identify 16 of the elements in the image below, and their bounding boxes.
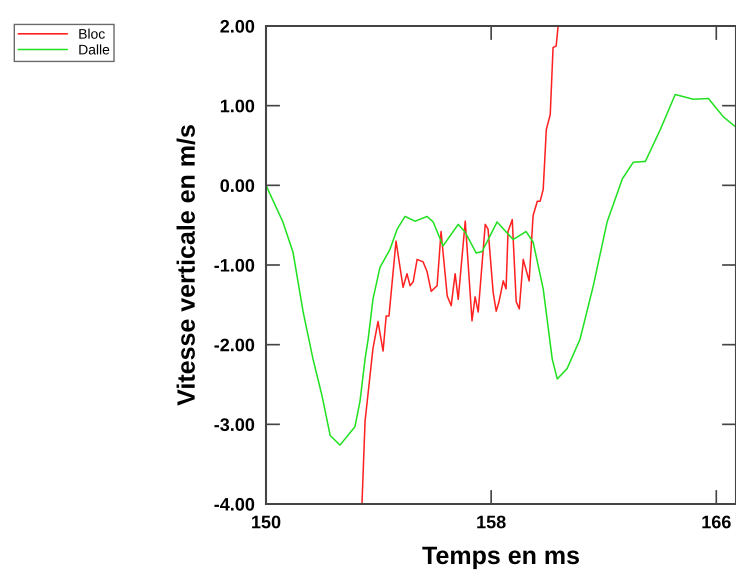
x-tick-label: 166	[702, 516, 731, 528]
y-tick-label: 0.00	[220, 179, 254, 192]
y-tick-label: -1.00	[214, 258, 254, 272]
y-tick-label: 1.00	[220, 100, 254, 112]
line-series	[361, 26, 559, 504]
x-tick-label: 158	[477, 516, 506, 528]
y-axis-title: Vitesse verticale en m/s	[176, 125, 196, 406]
y-tick-label: -4.00	[214, 498, 254, 511]
x-axis-title: Temps en ms	[422, 546, 579, 570]
legend-label: Dalle	[79, 44, 110, 55]
line-series	[266, 94, 736, 446]
x-tick-label: 150	[252, 516, 280, 528]
y-tick-label: -2.00	[214, 338, 254, 352]
y-tick-label: 2.00	[220, 20, 254, 33]
legend-label: Bloc	[79, 28, 105, 39]
y-tick-label: -3.00	[214, 418, 254, 432]
